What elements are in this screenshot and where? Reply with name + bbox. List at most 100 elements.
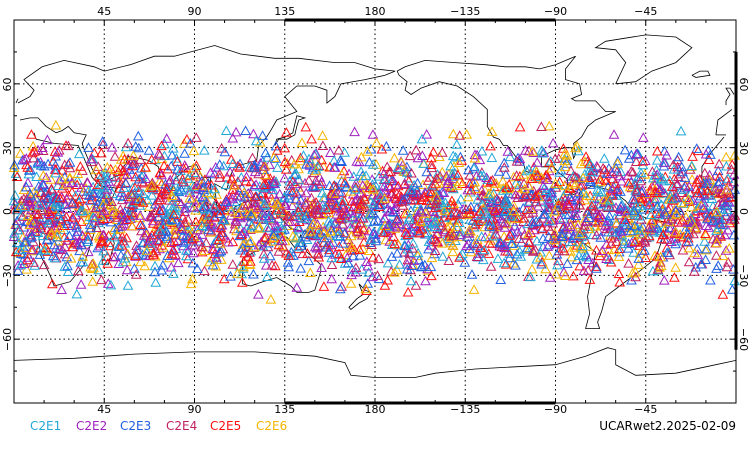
occultation-marker <box>597 245 608 255</box>
occultation-marker <box>557 242 569 253</box>
occultation-marker <box>714 176 726 186</box>
occultation-marker <box>270 153 282 163</box>
occultation-marker <box>381 161 393 172</box>
occultation-marker <box>683 256 695 267</box>
occultation-marker <box>323 247 335 257</box>
occultation-marker <box>570 142 581 153</box>
occultation-marker <box>28 257 39 267</box>
occultation-marker <box>367 129 379 139</box>
occultation-marker <box>713 223 724 234</box>
occultation-marker <box>579 219 590 230</box>
occultation-marker <box>544 215 555 226</box>
occultation-marker <box>187 257 199 268</box>
occultation-marker <box>126 201 138 212</box>
occultation-marker <box>249 191 261 202</box>
occultation-marker <box>726 164 737 174</box>
occultation-marker <box>699 202 710 212</box>
occultation-marker <box>242 251 254 261</box>
occultation-marker <box>694 174 705 184</box>
occultation-marker <box>603 254 615 264</box>
occultation-marker <box>56 284 67 294</box>
occultation-marker <box>114 190 126 201</box>
occultation-marker <box>31 188 42 199</box>
occultation-marker <box>670 238 681 249</box>
occultation-marker <box>606 226 618 237</box>
occultation-marker <box>136 225 147 236</box>
occultation-marker <box>500 193 512 204</box>
occultation-marker <box>368 216 380 226</box>
occultation-marker <box>110 164 121 174</box>
occultation-marker <box>508 171 520 182</box>
occultation-marker <box>647 166 658 176</box>
occultation-marker <box>37 230 49 241</box>
occultation-marker <box>568 270 579 281</box>
occultation-marker <box>389 201 401 212</box>
occultation-marker <box>655 183 667 193</box>
occultation-marker <box>404 211 415 222</box>
occultation-marker <box>395 157 407 167</box>
occultation-marker <box>109 231 120 242</box>
occultation-marker <box>605 256 617 267</box>
occultation-marker <box>38 204 49 215</box>
occultation-marker <box>140 173 152 183</box>
occultation-marker <box>394 259 405 269</box>
occultation-marker <box>406 260 418 270</box>
occultation-marker <box>337 196 348 206</box>
occultation-marker <box>718 196 730 207</box>
occultation-marker <box>320 202 331 212</box>
occultation-marker <box>225 154 237 164</box>
occultation-marker <box>535 246 546 257</box>
occultation-marker <box>50 200 62 211</box>
occultation-marker <box>604 195 616 206</box>
occultation-marker <box>261 222 273 233</box>
occultation-marker <box>46 278 58 289</box>
occultation-marker <box>36 182 47 192</box>
occultation-marker <box>279 224 290 234</box>
occultation-marker <box>343 212 354 223</box>
occultation-marker <box>721 261 733 272</box>
occultation-marker <box>410 144 422 155</box>
occultation-marker <box>412 152 424 163</box>
occultation-marker <box>207 259 219 270</box>
occultation-marker <box>626 237 638 248</box>
occultation-marker <box>633 225 644 236</box>
occultation-marker <box>227 259 239 269</box>
occultation-marker <box>726 213 738 224</box>
occultation-marker <box>173 257 184 268</box>
occultation-marker <box>211 189 222 199</box>
occultation-marker <box>146 182 157 192</box>
occultation-marker <box>162 250 174 260</box>
occultation-marker <box>437 251 449 261</box>
occultation-marker <box>336 253 347 263</box>
bottom-lon-labels: 45 90 135 180 −135 −90 −45 <box>97 403 657 416</box>
occultation-marker <box>412 247 424 258</box>
right-lat-label: 30 <box>737 141 750 155</box>
occultation-marker <box>550 178 561 188</box>
occultation-marker <box>717 289 729 299</box>
occultation-marker <box>117 165 129 175</box>
occultation-marker <box>500 258 512 269</box>
occultation-marker <box>498 157 510 168</box>
occultation-marker <box>71 288 83 299</box>
occultation-marker <box>549 153 561 163</box>
occultation-marker <box>594 250 606 261</box>
occultation-marker <box>498 162 510 172</box>
occultation-marker <box>95 147 107 158</box>
occultation-marker <box>477 254 489 265</box>
occultation-marker <box>169 201 181 211</box>
occultation-marker <box>249 200 261 211</box>
occultation-marker <box>559 180 570 190</box>
occultation-marker <box>504 252 515 263</box>
occultation-marker <box>432 169 443 179</box>
occultation-marker <box>51 193 63 204</box>
occultation-marker <box>126 220 138 231</box>
occultation-marker <box>279 172 290 183</box>
occultation-marker <box>74 205 86 216</box>
occultation-marker <box>346 269 357 280</box>
occultation-marker <box>283 189 295 200</box>
occultation-marker <box>132 130 144 141</box>
occultation-marker <box>38 179 50 190</box>
occultation-marker <box>584 158 595 168</box>
occultation-marker <box>595 232 607 242</box>
occultation-marker <box>72 174 83 185</box>
